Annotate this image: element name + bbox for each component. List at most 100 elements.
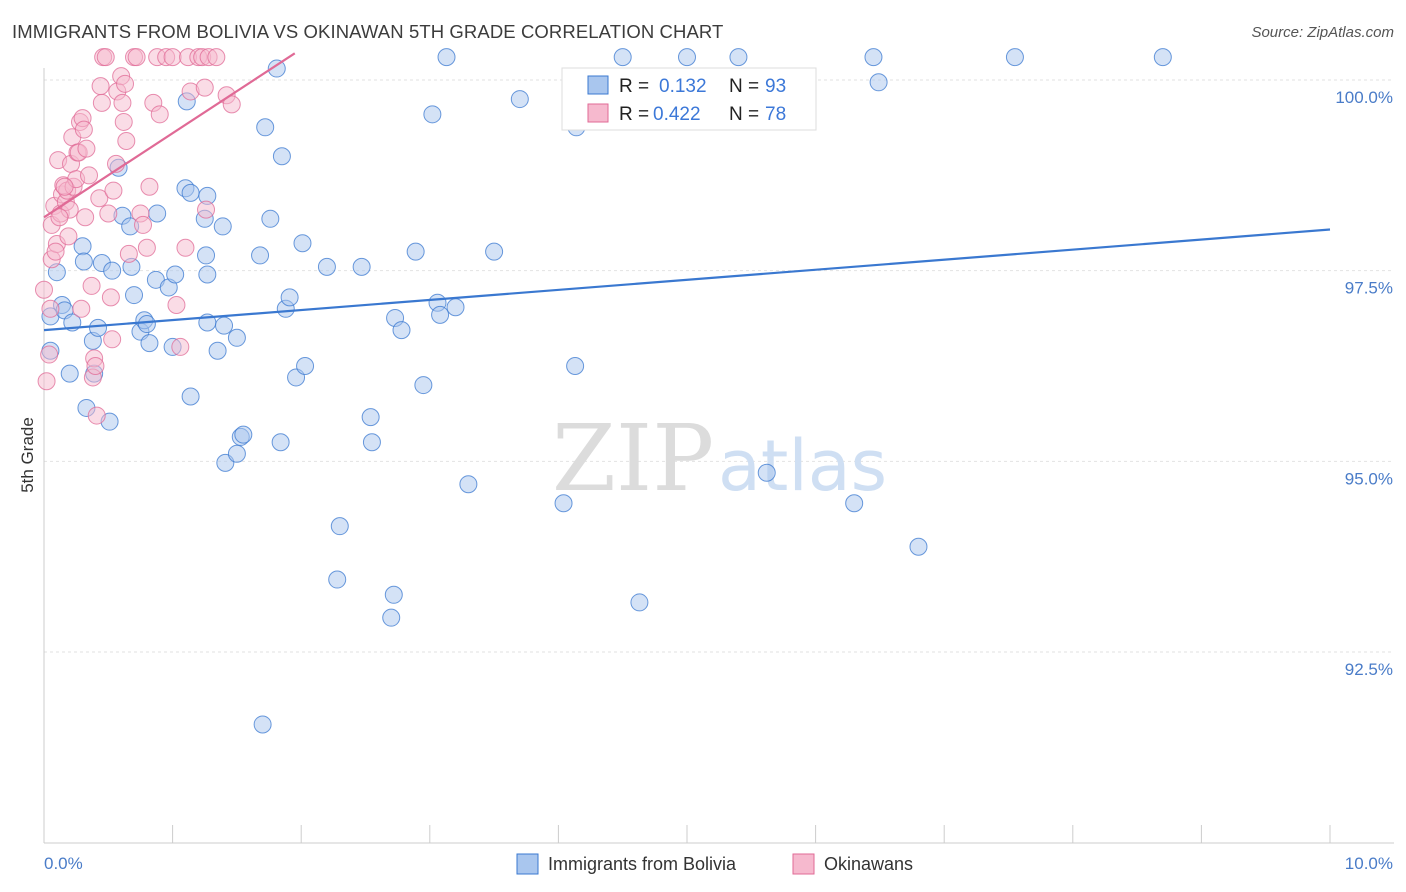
bolivia-point [166, 265, 185, 284]
bottom-legend-label-okinawans: Okinawans [824, 854, 913, 874]
watermark-atlas: atlas [718, 425, 887, 507]
bolivia-point [234, 425, 253, 444]
okinawan-point [96, 48, 115, 67]
okinawan-point [101, 288, 120, 307]
okinawan-point [77, 139, 96, 158]
okinawan-point [127, 48, 146, 67]
bolivia-point [253, 715, 272, 734]
okinawan-point [117, 132, 136, 151]
x-tick-label-min: 0.0% [44, 854, 83, 873]
okinawan-point [150, 105, 169, 124]
bottom-legend-swatch-pink [792, 853, 815, 875]
okinawan-point [86, 357, 105, 375]
okinawan-point [104, 181, 123, 200]
bolivia-point [630, 593, 649, 612]
bolivia-point [256, 118, 275, 137]
bolivia-point [330, 517, 349, 536]
legend-n-label-1: N = [729, 76, 759, 97]
bolivia-point [423, 105, 442, 124]
legend-swatch-blue [587, 75, 609, 95]
okinawan-point [37, 372, 56, 391]
bottom-legend-label-bolivia: Immigrants from Bolivia [548, 854, 737, 874]
legend-r-value-1: 0.132 [659, 76, 707, 97]
legend-r-value-2: 0.422 [653, 104, 701, 125]
bottom-legend-swatch-blue [516, 853, 539, 875]
bolivia-point [227, 328, 246, 347]
okinawan-point [82, 276, 101, 295]
okinawan-point [76, 208, 95, 227]
okinawan-point [176, 238, 195, 257]
bolivia-point [103, 261, 122, 280]
legend-n-value-1: 93 [765, 76, 786, 97]
okinawan-point [80, 166, 99, 185]
legend-r-label-1: R = [619, 76, 649, 97]
series-bolivia-points [41, 48, 1172, 734]
bolivia-point [148, 204, 167, 223]
bolivia-point [137, 315, 156, 334]
bolivia-point [437, 48, 456, 67]
okinawan-point [92, 93, 111, 112]
okinawan-point [116, 74, 135, 93]
axes [43, 68, 1394, 844]
okinawan-point [46, 242, 65, 261]
okinawan-point [134, 215, 153, 234]
bolivia-point [293, 234, 312, 253]
bolivia-point [446, 298, 465, 317]
bolivia-point [74, 252, 93, 271]
okinawan-point [55, 177, 74, 196]
bolivia-point [566, 357, 585, 375]
okinawan-point [222, 95, 241, 114]
trendlines [43, 52, 1331, 332]
bolivia-point [352, 257, 371, 276]
bolivia-point [328, 570, 347, 589]
watermark-zip: ZIP [552, 405, 714, 512]
okinawan-point [197, 200, 216, 219]
bolivia-point [208, 341, 227, 360]
okinawan-point [140, 177, 159, 196]
okinawan-point [91, 77, 110, 96]
bolivia-point [382, 608, 401, 627]
bolivia-point [414, 376, 433, 395]
bolivia-point [431, 305, 450, 324]
gridlines [44, 79, 1394, 653]
okinawan-point [167, 295, 186, 314]
bolivia-point [267, 59, 286, 78]
legend-swatch-pink [587, 103, 609, 123]
okinawan-point [74, 120, 93, 139]
y-tick-label-1: 95.0% [1345, 469, 1393, 488]
bolivia-point [251, 246, 270, 265]
bolivia-point [60, 364, 79, 383]
series-okinawan-points [35, 48, 241, 425]
bolivia-point [198, 265, 217, 284]
bolivia-point [384, 585, 403, 604]
okinawan-point [137, 238, 156, 257]
source-label: Source: ZipAtlas.com [1251, 24, 1394, 41]
bolivia-point [757, 463, 776, 482]
y-tick-label-0: 92.5% [1345, 660, 1393, 679]
bolivia-point [909, 537, 928, 556]
bolivia-point [510, 90, 529, 109]
bolivia-point [1005, 48, 1024, 67]
bolivia-point [392, 321, 411, 340]
y-tick-labels: 92.5% 95.0% 97.5% 100.0% [1335, 88, 1393, 679]
okinawan-point [171, 337, 190, 356]
bolivia-trendline [43, 228, 1331, 332]
okinawan-point [113, 93, 132, 112]
bolivia-point [261, 209, 280, 228]
bolivia-point [459, 475, 478, 494]
zipatlas-watermark: ZIP atlas [552, 405, 887, 512]
bolivia-point [296, 357, 315, 375]
okinawan-point [41, 299, 60, 318]
bolivia-point [181, 183, 200, 202]
okinawan-trendline [43, 52, 296, 219]
bolivia-point [864, 48, 883, 67]
bolivia-point [73, 237, 92, 256]
bolivia-point [1153, 48, 1172, 67]
okinawan-point [114, 112, 133, 131]
okinawan-point [163, 48, 182, 67]
y-tick-label-2: 97.5% [1345, 279, 1393, 298]
bolivia-point [845, 494, 864, 513]
y-tick-label-3: 100.0% [1335, 88, 1393, 107]
bolivia-point [125, 286, 144, 305]
okinawan-point [87, 406, 106, 425]
